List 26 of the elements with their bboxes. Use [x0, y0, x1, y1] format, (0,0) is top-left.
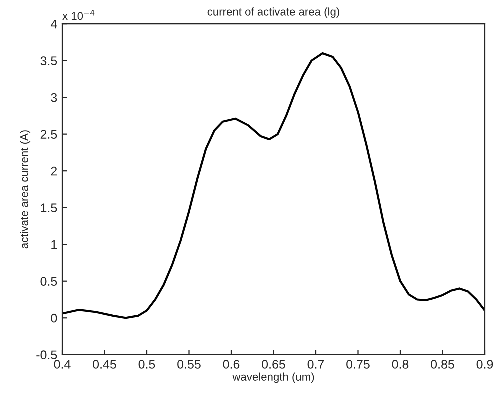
- x-tick-label: 0.55: [178, 360, 201, 369]
- x-tick-label: 0.9: [476, 360, 494, 369]
- y-tick-label: 1.5: [41, 204, 58, 213]
- y-tick-label: 0: [51, 314, 58, 323]
- y-tick-label: 3: [51, 93, 58, 102]
- y-tick-label: 0.5: [40, 277, 58, 286]
- line-series: [62, 52, 485, 320]
- chart-title: current of activate area (lg): [208, 8, 340, 18]
- x-tick-label: 0.8: [392, 360, 409, 369]
- x-tick-label: 0.6: [223, 360, 240, 369]
- x-tick-label: 0.85: [431, 360, 454, 369]
- x-tick-label: 0.7: [308, 360, 324, 369]
- y-axis-title: activate area current (A): [20, 130, 31, 249]
- y-tick-label: 1: [52, 240, 58, 250]
- y-tick-label: 2.5: [40, 130, 58, 139]
- y-tick-label: 3.5: [40, 56, 58, 66]
- x-tick-label: 0.4: [54, 360, 71, 369]
- text: x 10$^{−4}$: [62, 10, 95, 20]
- y-tick-label: 2: [51, 166, 58, 176]
- x-tick-label: 0.45: [93, 360, 116, 369]
- y-tick-label: 4: [50, 20, 58, 29]
- x-axis-title: wavelength (um): [232, 372, 314, 384]
- x-tick-label: 0.65: [262, 360, 286, 369]
- x-tick-label: 0.5: [138, 360, 156, 369]
- y-tick-label: -0.5: [36, 350, 58, 360]
- x-tick-label: 0.75: [346, 360, 370, 369]
